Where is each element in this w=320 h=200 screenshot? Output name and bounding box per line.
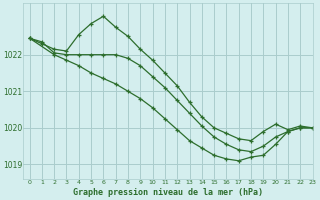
X-axis label: Graphe pression niveau de la mer (hPa): Graphe pression niveau de la mer (hPa) (73, 188, 263, 197)
